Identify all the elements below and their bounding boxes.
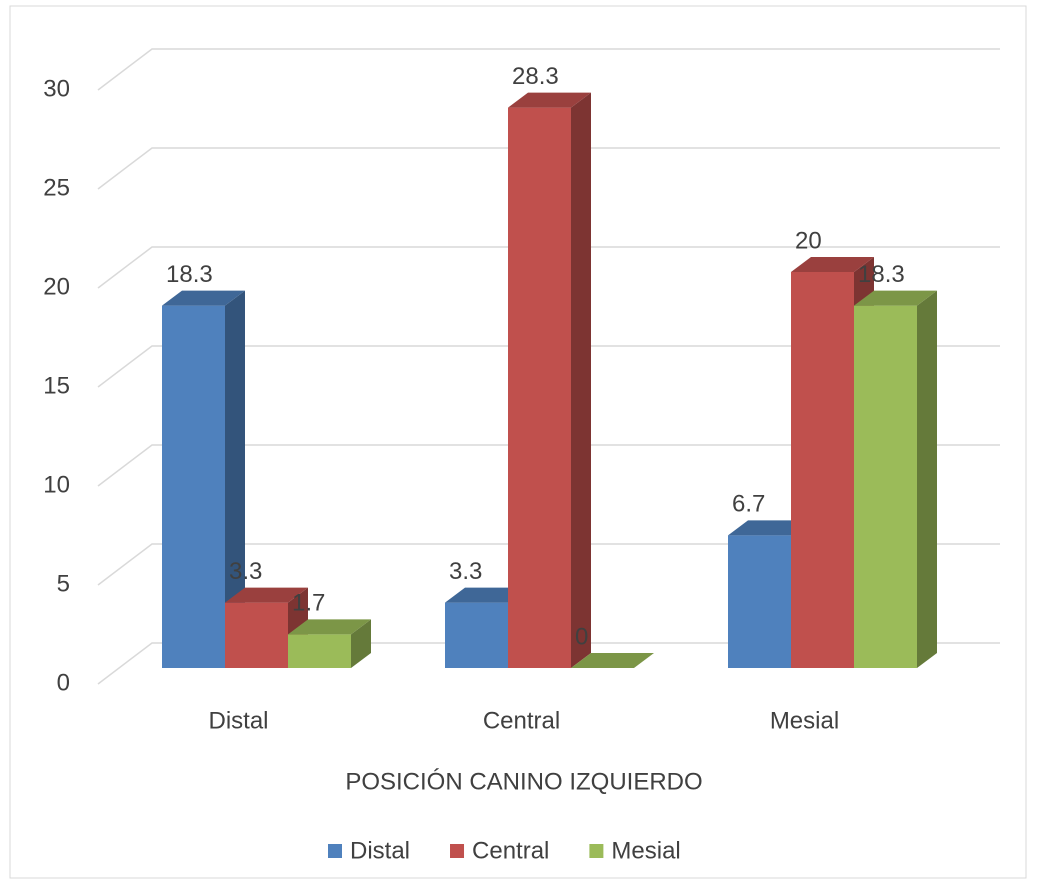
bar [854, 290, 937, 668]
bar-top [225, 587, 308, 603]
bar-front [288, 634, 351, 668]
bar-top [571, 653, 654, 668]
bar-top [288, 619, 371, 635]
bar-top [445, 587, 528, 603]
bar-side [917, 290, 937, 668]
grid-line [97, 48, 1000, 91]
bar-front [854, 305, 917, 668]
bar-top [508, 92, 591, 108]
bar-front [162, 305, 225, 668]
y-tick-label: 10 [43, 471, 70, 498]
bar-top [791, 257, 874, 272]
grid-line [97, 642, 1000, 685]
bar-top [854, 290, 937, 306]
grid-line [97, 246, 1000, 289]
bar-front [508, 107, 571, 668]
data-label: 3.3 [449, 558, 482, 585]
bar-side [225, 290, 245, 668]
bar-top [728, 520, 811, 536]
bar-front [445, 602, 508, 668]
data-label: 1.7 [292, 590, 325, 617]
bar [508, 92, 591, 668]
legend-swatch [589, 844, 604, 858]
x-tick-label: Distal [208, 707, 268, 734]
x-tick-label: Mesial [770, 707, 839, 734]
bar [162, 290, 245, 668]
data-label: 28.3 [512, 63, 559, 90]
data-label: 20 [795, 227, 822, 254]
grid-line [97, 543, 1000, 586]
x-tick-label: Central [483, 707, 560, 734]
legend-label: Mesial [611, 837, 680, 864]
grid-line [97, 345, 1000, 388]
y-tick-label: 25 [43, 174, 70, 201]
y-tick-label: 0 [57, 669, 70, 696]
legend-swatch [450, 844, 465, 858]
y-tick-label: 20 [43, 273, 70, 300]
bar [288, 619, 371, 668]
x-axis-title: POSICIÓN CANINO IZQUIERDO [345, 768, 702, 795]
y-tick-label: 30 [43, 75, 70, 102]
legend-label: Central [472, 837, 549, 864]
bar-side [571, 92, 591, 668]
legend-swatch [328, 844, 342, 858]
bar-front [225, 602, 288, 668]
legend-label: Distal [350, 837, 410, 864]
data-label: 6.7 [732, 491, 765, 518]
y-tick-label: 5 [57, 570, 70, 597]
data-label: 3.3 [229, 558, 262, 585]
bar-top [162, 290, 245, 306]
bar [571, 653, 654, 668]
data-label: 18.3 [858, 261, 905, 288]
data-label: 0 [575, 623, 588, 650]
bar-front [728, 535, 791, 668]
y-tick-label: 15 [43, 372, 70, 399]
data-label: 18.3 [166, 261, 213, 288]
bar-side [351, 619, 371, 668]
grid-line [97, 444, 1000, 487]
grid-line [97, 147, 1000, 190]
bar-front [791, 272, 854, 668]
